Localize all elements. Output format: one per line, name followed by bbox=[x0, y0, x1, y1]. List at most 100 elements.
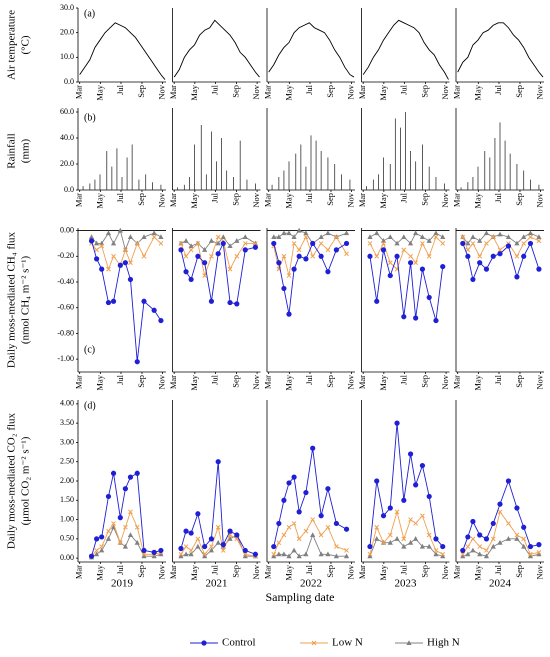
x-tick-label: Sep bbox=[325, 565, 335, 578]
x-tick-label: Mar bbox=[263, 565, 273, 579]
x-tick-label: Sep bbox=[325, 85, 335, 98]
x-tick-label: Mar bbox=[74, 375, 84, 389]
control-point bbox=[105, 493, 112, 500]
high-n-point bbox=[497, 539, 503, 545]
x-tick-label: May bbox=[189, 192, 199, 208]
legend-marker bbox=[406, 640, 412, 645]
x-tick-label: Nov bbox=[440, 192, 450, 207]
control-point bbox=[141, 298, 147, 304]
panel-label: (c) bbox=[84, 344, 95, 355]
high-n-point bbox=[497, 231, 503, 237]
x-tick-label: Sep bbox=[514, 193, 524, 206]
low-n-point bbox=[387, 260, 393, 266]
low-n-point bbox=[178, 551, 184, 557]
x-tick-label: Sep bbox=[136, 193, 146, 206]
low-n-point bbox=[215, 524, 221, 530]
low-n-point bbox=[440, 551, 446, 557]
temperature-line bbox=[457, 22, 544, 78]
control-point bbox=[527, 240, 534, 247]
x-tick-label: May bbox=[283, 374, 293, 390]
control-point bbox=[333, 247, 339, 253]
high-n-point bbox=[286, 553, 292, 559]
control-point bbox=[88, 238, 95, 244]
high-n-point bbox=[343, 230, 350, 236]
control-point bbox=[505, 243, 512, 249]
control-point bbox=[318, 253, 324, 259]
low-n-point bbox=[387, 532, 393, 538]
y-axis-title: Daily moss-mediated CO₂ flux bbox=[6, 412, 18, 549]
low-n-point bbox=[94, 247, 99, 253]
high-n-point bbox=[343, 553, 350, 559]
y-tick-label: 0.0 bbox=[64, 185, 74, 194]
low-n-point bbox=[286, 273, 292, 278]
control-point bbox=[387, 272, 393, 279]
high-n-point bbox=[151, 230, 157, 236]
x-tick-label: Jul bbox=[304, 84, 314, 95]
control-point bbox=[276, 520, 282, 527]
y-tick-label: 20.0 bbox=[60, 27, 74, 36]
x-tick-label: Nov bbox=[440, 564, 450, 579]
x-tick-label: May bbox=[94, 192, 104, 208]
low-n-point bbox=[394, 509, 400, 515]
control-point bbox=[303, 256, 309, 262]
y-axis-title: (mm) bbox=[20, 138, 32, 163]
control-point bbox=[497, 501, 503, 507]
y-tick-label: 0.0 bbox=[64, 77, 74, 86]
low-n-point bbox=[178, 241, 184, 246]
low-n-point bbox=[215, 234, 221, 240]
high-n-point bbox=[127, 234, 134, 239]
legend-label: Control bbox=[222, 637, 256, 649]
high-n-point bbox=[94, 240, 100, 246]
x-tick-label: Mar bbox=[168, 375, 178, 389]
high-n-point bbox=[141, 553, 147, 559]
control-point bbox=[252, 551, 259, 557]
low-n-point bbox=[209, 253, 214, 259]
low-n-point bbox=[209, 544, 214, 549]
control-point bbox=[527, 543, 534, 550]
control-point bbox=[536, 266, 542, 272]
high-n-point bbox=[470, 234, 476, 239]
low-n-point bbox=[334, 234, 339, 240]
low-n-point bbox=[460, 234, 466, 240]
control-point bbox=[117, 262, 123, 268]
x-tick-label: May bbox=[189, 564, 199, 580]
x-tick-label: May bbox=[94, 564, 104, 580]
x-tick-label: May bbox=[283, 84, 293, 100]
control-point bbox=[521, 524, 527, 530]
x-tick-label: May bbox=[472, 192, 482, 208]
high-n-point bbox=[141, 234, 147, 239]
y-tick-label: -1.00 bbox=[57, 354, 74, 363]
y-tick-label: 10.0 bbox=[60, 52, 74, 61]
low-n-point bbox=[286, 524, 292, 530]
control-point bbox=[105, 299, 112, 306]
low-n-point bbox=[484, 548, 489, 553]
high-n-point bbox=[514, 240, 520, 246]
y-tick-label: 0.00 bbox=[60, 553, 74, 562]
low-n-point bbox=[484, 241, 489, 246]
low-n-point bbox=[528, 234, 533, 240]
x-tick-label: Jul bbox=[398, 192, 408, 203]
high-n-point bbox=[477, 551, 483, 557]
series-line bbox=[91, 526, 162, 558]
high-n-point bbox=[271, 553, 277, 559]
y-tick-label: 20.0 bbox=[60, 159, 74, 168]
control-point bbox=[127, 276, 134, 283]
x-tick-label: Jul bbox=[304, 192, 314, 203]
x-tick-label: Nov bbox=[535, 374, 545, 389]
high-n-point bbox=[296, 227, 302, 233]
x-tick-label: May bbox=[472, 564, 482, 580]
control-point bbox=[117, 515, 123, 521]
high-n-point bbox=[394, 240, 400, 246]
x-tick-label: Sep bbox=[325, 375, 335, 388]
control-point bbox=[460, 240, 466, 247]
control-point bbox=[310, 240, 316, 247]
x-tick-label: Jul bbox=[209, 564, 219, 575]
control-point bbox=[183, 528, 189, 534]
high-n-point bbox=[514, 536, 520, 541]
low-n-point bbox=[195, 536, 201, 542]
high-n-point bbox=[105, 230, 112, 236]
control-point bbox=[419, 462, 426, 469]
low-n-point bbox=[303, 528, 309, 534]
control-point bbox=[536, 542, 542, 548]
